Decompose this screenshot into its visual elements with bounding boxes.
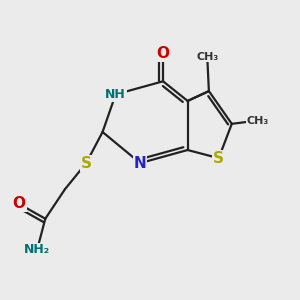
Text: NH: NH	[105, 88, 126, 101]
Text: S: S	[81, 156, 92, 171]
Text: N: N	[134, 156, 147, 171]
Text: S: S	[213, 151, 224, 166]
Text: NH₂: NH₂	[24, 243, 50, 256]
Text: CH₃: CH₃	[247, 116, 269, 126]
Text: O: O	[13, 196, 26, 211]
Text: CH₃: CH₃	[196, 52, 218, 62]
Text: O: O	[157, 46, 169, 61]
